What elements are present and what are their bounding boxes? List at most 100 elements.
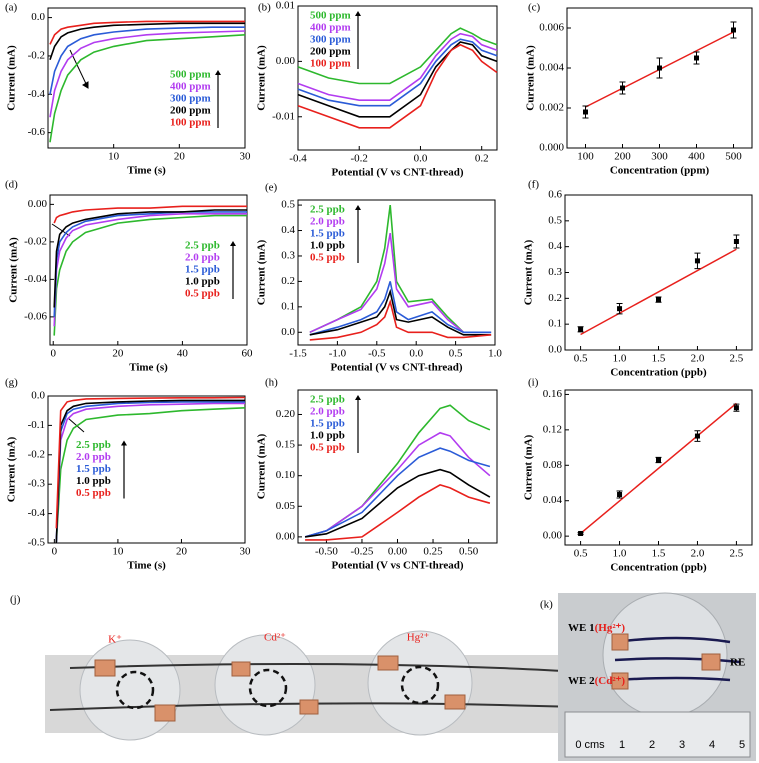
series-line: [49, 20, 245, 45]
legend-label: 0.5 ppb: [310, 442, 345, 454]
y-tick-label: 0.05: [276, 500, 296, 512]
legend-label: 2.5 ppb: [76, 439, 111, 451]
x-tick-label: -0.25: [351, 546, 374, 558]
data-point: [583, 109, 588, 115]
y-tick-label: -0.06: [24, 310, 47, 322]
series-line: [304, 447, 491, 538]
legend-label: 300 ppm: [170, 93, 211, 105]
plot-frame: [47, 395, 246, 544]
y-tick-label: 0.0: [548, 344, 562, 356]
legend-arrowhead: [355, 205, 361, 210]
copper-tapes: [611, 633, 721, 690]
legend-label: 2.0 ppb: [310, 406, 345, 418]
series-line: [297, 27, 498, 85]
x-axis-label: Concentration (ppb): [610, 562, 707, 574]
legend-label: 400 ppm: [310, 22, 351, 34]
legend-label: 0.5 ppb: [185, 288, 220, 300]
x-tick-label: 30: [240, 546, 252, 558]
y-axis-label: Current (mA): [523, 434, 535, 500]
x-tick-label: 0.5: [574, 353, 588, 365]
electrode-ion: (Hg²⁺): [595, 622, 626, 634]
plot-frame: [47, 7, 246, 149]
data-point: [578, 530, 584, 536]
x-tick-label: -1.0: [329, 348, 347, 360]
series-line: [55, 401, 245, 544]
y-tick-label: -0.4: [28, 88, 46, 100]
plot-frame: [297, 199, 496, 346]
x-tick-label: 0.0: [409, 348, 423, 360]
x-tick-label: 200: [614, 151, 631, 163]
panel-label: (k): [540, 599, 553, 611]
y-axis-label: Current (mA): [8, 237, 20, 303]
x-tick-label: 0.2: [475, 153, 489, 165]
x-tick-label: 20: [174, 151, 186, 163]
x-tick-label: -0.4: [289, 153, 307, 165]
series-line: [297, 41, 498, 118]
y-axis-label: Current (mA): [256, 433, 268, 499]
series-line: [49, 26, 245, 95]
y-tick-label: 0.6: [548, 189, 562, 201]
plot-frame: [564, 194, 753, 351]
y-tick-label: 0.15: [276, 439, 296, 451]
data-point: [617, 306, 623, 312]
sensor-disc: [367, 630, 473, 736]
chart: (h) -0.50 -0.25 0.00 0.25 0.50 0.00 0.05 0.10 0.1…: [256, 377, 498, 572]
series-line: [297, 38, 498, 107]
legend-arrowhead: [215, 70, 221, 75]
y-tick-label: 0.000: [539, 142, 564, 154]
data-point: [733, 405, 739, 411]
y-tick-label: -0.01: [272, 110, 295, 122]
x-axis-label: Time (s): [129, 362, 168, 374]
ruler-number: 2: [649, 739, 655, 751]
y-tick-label: 0.08: [543, 459, 563, 471]
x-tick-label: -0.5: [368, 348, 386, 360]
chart: (d) 0 20 40 60 -0.06 -0.04 -0.02 0.00 Time (s) Cur…: [5, 179, 253, 374]
y-tick-label: -0.6: [28, 126, 46, 138]
panel-label: (j): [10, 594, 21, 606]
series-line: [309, 281, 492, 336]
panel-label: (d): [5, 179, 18, 191]
series-line: [309, 299, 492, 341]
ion-label: Hg²⁺: [407, 632, 430, 644]
legend-label: 300 ppm: [310, 34, 351, 46]
fit-line: [580, 402, 737, 535]
sensor-disc: [79, 639, 181, 741]
x-tick-label: 0.50: [459, 546, 479, 558]
legend-label: 100 ppm: [170, 117, 211, 129]
x-tick-label: 400: [688, 151, 705, 163]
legend-arrowhead: [355, 395, 361, 400]
ruler-number: 4: [709, 739, 715, 751]
x-tick-label: -0.50: [315, 546, 338, 558]
legend-label: 1.0 ppb: [76, 475, 111, 487]
x-tick-label: 2.0: [691, 353, 705, 365]
legend-label: 2.5 ppb: [310, 204, 345, 216]
panel-label: (h): [265, 377, 278, 389]
series-line: [55, 407, 246, 544]
x-tick-label: 0: [50, 348, 56, 360]
legend-label: 100 ppm: [310, 58, 351, 70]
data-point: [731, 27, 736, 33]
series-line: [53, 205, 247, 224]
panel-label: (a): [5, 2, 18, 14]
dashed-circle: [248, 668, 288, 708]
chart: (c) 100 200 300 400 500 0.000 0.002 0.004 0.006 Co…: [525, 2, 753, 177]
y-tick-label: 0.16: [543, 388, 563, 400]
y-tick-label: 0.5: [281, 199, 295, 211]
legend-label: 1.5 ppb: [310, 418, 345, 430]
y-tick-label: -0.5: [28, 537, 46, 549]
y-tick-label: 0.4: [548, 240, 562, 252]
data-point: [578, 326, 584, 332]
legend-label: 0.5 ppb: [76, 487, 111, 499]
legend-label: 2.0 ppb: [310, 216, 345, 228]
series-line: [297, 43, 498, 129]
series-line: [55, 396, 246, 529]
chart: (e) -1.5 -1.0 -0.5 0.0 0.5 1.0 0.0 0.1 0.2 0.3 0.4 0…: [256, 182, 503, 374]
legend-label: 1.5 ppb: [185, 264, 220, 276]
legend-label: 2.5 ppb: [310, 394, 345, 406]
y-tick-label: 0.5: [548, 214, 562, 226]
x-axis-label: Time (s): [127, 560, 166, 572]
y-axis-label: Current (mA): [6, 436, 18, 502]
electrode-name: WE 1: [568, 622, 595, 634]
electrode-label: WE 2(Cd²⁺): [568, 675, 625, 687]
x-tick-label: 1.0: [488, 348, 502, 360]
